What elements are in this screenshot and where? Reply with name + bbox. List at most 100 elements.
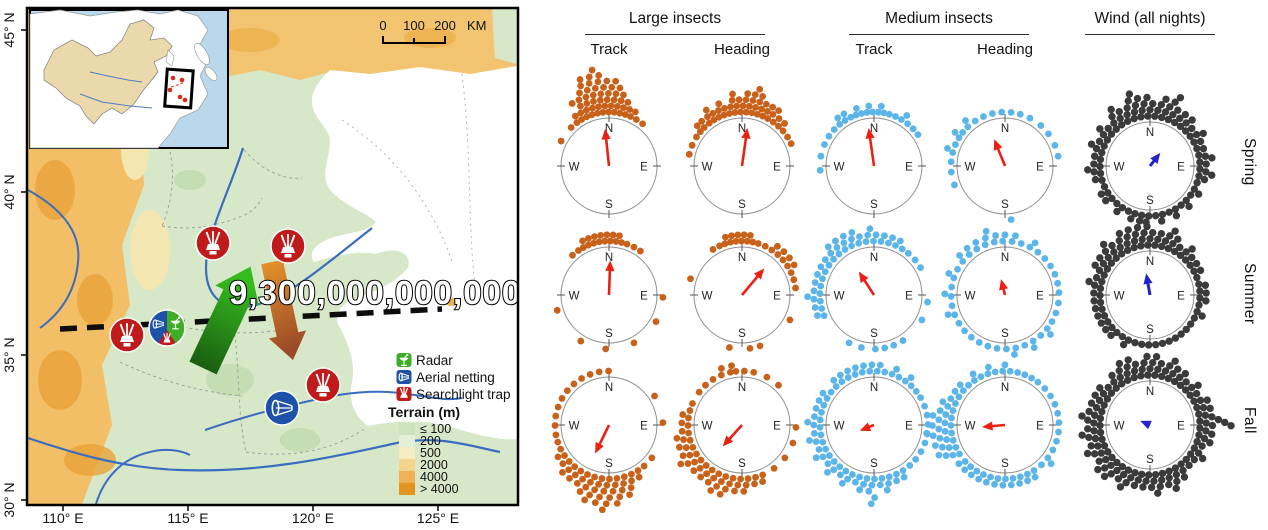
medium-insects-header: Medium insects [885,10,993,27]
inset-japan [194,42,210,66]
mean-vector-arrow [601,128,611,140]
mean-vector-arrow [1140,420,1152,430]
compass-label-N: N [1001,252,1009,264]
compass-label-W: W [569,291,580,303]
rose-plot-summer-medium-heading: N E S W [941,227,1063,358]
compass-label-W: W [834,421,845,433]
compass-label-S: S [870,458,878,470]
mean-vector-arrow [858,271,869,283]
compass-label-N: N [870,382,878,394]
compass-label-S: S [605,199,613,211]
radar-label: Radar [416,353,453,368]
compass-label-E: E [773,291,781,303]
large-heading-subheader: Heading [714,41,770,58]
inset-study-rect [163,67,195,110]
svg-text:100: 100 [403,18,425,33]
compass-label-E: E [1036,162,1044,174]
svg-text:≤ 100: ≤ 100 [420,422,451,436]
compass-label-W: W [834,291,845,303]
compass-label-E: E [1036,291,1044,303]
rose-plot-summer-medium-track: N E S W [804,225,931,353]
compass-label-E: E [1036,421,1044,433]
svg-text:120° E: 120° E [292,510,334,526]
compass-label-N: N [738,382,746,394]
compass-label-S: S [738,199,746,211]
compass-label-N: N [605,123,613,135]
yangtze-river [28,436,501,472]
compass-label-S: S [1001,458,1009,470]
mean-vector-arrow [595,442,604,454]
migration-arrow-south [261,259,307,360]
compass-label-S: S [1146,195,1154,207]
compass-label-W: W [965,291,976,303]
svg-text:35° N: 35° N [1,337,17,372]
compass-label-S: S [738,458,746,470]
svg-text:> 4000: > 4000 [420,482,459,496]
compass-label-W: W [569,421,580,433]
row-label-spring: Spring [1241,138,1258,186]
compass-label-N: N [1146,386,1154,398]
svg-text:4000: 4000 [420,470,448,484]
compass-label-N: N [605,252,613,264]
searchlight-trap-label: Searchlight trap [416,387,511,402]
mean-vector-arrow [993,139,1003,151]
rose-plot-spring-medium-track: N E S W [816,102,926,218]
compass-label-S: S [1146,454,1154,466]
svg-text:40° N: 40° N [1,174,17,209]
svg-text:110° E: 110° E [42,510,83,526]
svg-text:2000: 2000 [420,458,448,472]
svg-text:500: 500 [420,446,441,460]
compass-label-S: S [1001,199,1009,211]
compass-label-S: S [605,328,613,340]
compass-label-E: E [1177,421,1185,433]
svg-text:KM: KM [467,18,487,33]
mean-vector-arrow [999,279,1009,291]
compass-label-N: N [870,123,878,135]
compass-label-W: W [834,162,845,174]
station-legend: Radar Aerial netting Searchlight trap [396,353,511,402]
rose-plot-spring-large-heading: N E S W [685,85,795,218]
compass-label-N: N [738,123,746,135]
compass-label-N: N [605,382,613,394]
compass-label-N: N [738,252,746,264]
terrain-legend: Terrain (m) ≤ 100 200 500 2000 4000 > 40… [388,404,460,496]
svg-text:200: 200 [434,18,456,33]
compass-label-W: W [965,421,976,433]
medium-track-subheader: Track [855,41,893,58]
sea [311,66,517,440]
compass-label-E: E [1177,291,1185,303]
compass-label-N: N [1146,127,1154,139]
compass-label-S: S [870,328,878,340]
compass-label-E: E [773,421,781,433]
compass-label-S: S [1001,328,1009,340]
sea-boundaries [341,73,478,303]
large-insects-header: Large insects [628,10,722,27]
svg-text:115° E: 115° E [167,510,208,526]
compass-label-E: E [640,291,648,303]
compass-label-E: E [905,162,913,174]
compass-label-W: W [702,162,713,174]
compass-label-S: S [1146,324,1154,336]
inset-site-dots [167,75,188,103]
compass-label-S: S [870,199,878,211]
scale-bar: 0 100 200 KM [379,18,487,44]
mean-vector-arrow [605,260,615,272]
mean-vector-arrow [859,422,872,432]
compass-label-E: E [640,162,648,174]
compass-label-N: N [1001,382,1009,394]
wind-rule [1085,34,1215,35]
terrain-legend-title: Terrain (m) [388,404,460,420]
migration-arrow-north [189,266,259,375]
compass-label-W: W [965,162,976,174]
x-axis-labels: 110° E 115° E 120° E 125° E [42,510,459,526]
rose-plot-fall-wind: N E S W [1078,352,1235,497]
svg-text:125° E: 125° E [417,510,459,526]
compass-label-W: W [702,291,713,303]
wind-header: Wind (all nights) [1094,10,1206,27]
rose-plot-summer-large-track: N E S W [553,231,667,353]
mean-vector-arrow [982,421,993,431]
compass-label-E: E [905,291,913,303]
compass-label-E: E [773,162,781,174]
